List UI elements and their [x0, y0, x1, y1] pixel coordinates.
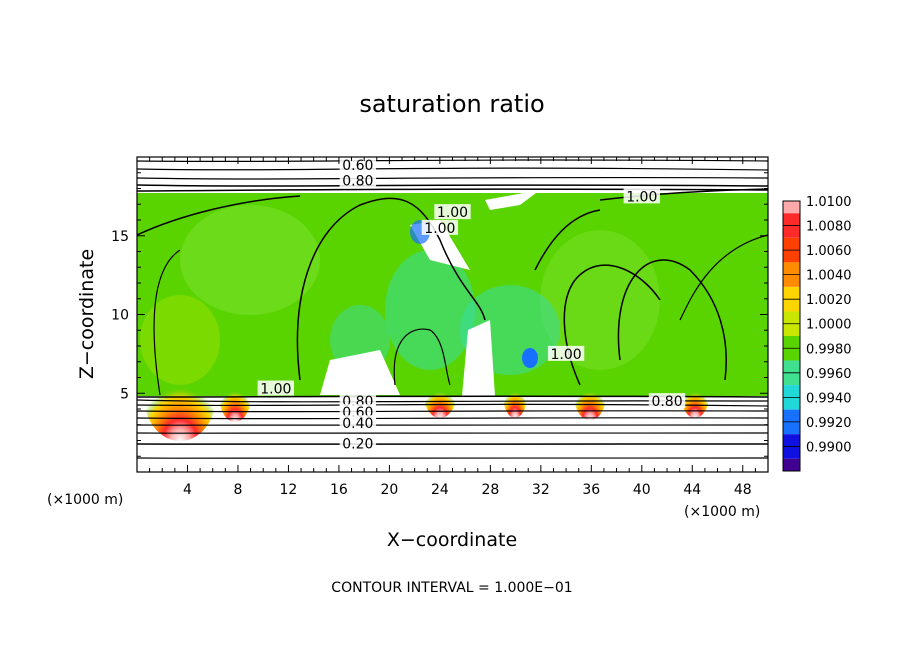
contour-label-bg — [434, 204, 471, 220]
plot-area: 0.600.801.001.001.001.001.000.800.600.40… — [137, 157, 768, 472]
contour-label-bg — [623, 188, 660, 204]
y-tick-label: 5 — [120, 386, 129, 402]
x-tick-label: 36 — [582, 482, 600, 498]
x-left-unit-label: (×1000 m) — [47, 492, 123, 508]
contour-label: 1.00 — [550, 347, 581, 363]
colorbar-label: 0.9900 — [806, 440, 852, 455]
x-tick-label: 40 — [633, 482, 651, 498]
colorbar-label: 1.0100 — [806, 195, 852, 210]
contour-label-bg — [339, 157, 377, 172]
contour-labels: 0.600.801.001.001.001.001.000.800.600.40… — [257, 157, 686, 453]
x-tick-label: 44 — [683, 482, 701, 498]
y-axis-label: Z−coordinate — [76, 249, 98, 379]
contour-label-bg — [257, 380, 295, 396]
colorbar-label: 1.0040 — [806, 269, 852, 284]
x-tick-label: 16 — [330, 482, 348, 498]
contour-label: 0.20 — [342, 437, 373, 453]
contour-label: 0.80 — [342, 174, 373, 190]
contour-label: 0.60 — [342, 158, 373, 174]
colorbar: 1.0100 1.0080 1.0060 1.0040 1.0020 1.0000 0.99… — [782, 195, 852, 472]
contour-label-bg — [421, 219, 459, 235]
x-tick-label: 4 — [183, 482, 192, 498]
x-tick-label: 20 — [380, 482, 398, 498]
chart-title: saturation ratio — [359, 90, 544, 118]
colorbar-label: 0.9920 — [806, 416, 852, 431]
x-tick-label: 32 — [532, 482, 550, 498]
x-axis: 4 8 12 16 20 24 28 32 36 40 44 48 — [149, 157, 756, 498]
field-patches — [140, 190, 660, 396]
colorbar-label: 1.0060 — [806, 244, 852, 259]
colorbar-label: 0.9980 — [806, 342, 852, 357]
contour-label: 1.00 — [260, 382, 291, 398]
colorbar-swatch — [783, 201, 800, 214]
contour-label-bg — [339, 415, 377, 431]
contour-label-bg — [339, 435, 377, 451]
contour-label-bg — [339, 172, 377, 188]
y-tick-label: 10 — [111, 308, 129, 324]
contour-label: 1.00 — [424, 221, 455, 237]
colorbar-label: 0.9940 — [806, 391, 852, 406]
x-axis-label: X−coordinate — [387, 529, 517, 551]
x-tick-label: 24 — [431, 482, 449, 498]
colorbar-label: 1.0000 — [806, 318, 852, 333]
x-tick-label: 12 — [280, 482, 298, 498]
x-tick-label: 8 — [233, 482, 242, 498]
contour-label-bg — [648, 393, 686, 409]
contour-label: 0.80 — [651, 394, 682, 410]
contour-label: 1.00 — [626, 189, 657, 205]
y-axis: 5 10 15 — [111, 172, 768, 457]
contour-label-bg — [547, 345, 585, 361]
colorbar-label: 1.0020 — [806, 293, 852, 308]
contour-label: 1.00 — [437, 205, 468, 221]
y-tick-label: 15 — [111, 229, 129, 245]
x-tick-label: 28 — [481, 482, 499, 498]
contour-label: 0.40 — [342, 416, 373, 432]
x-right-unit-label: (×1000 m) — [684, 504, 760, 520]
colorbar-swatch — [783, 458, 800, 471]
colorbar-label: 0.9960 — [806, 367, 852, 382]
contour-interval-note: CONTOUR INTERVAL = 1.000E−01 — [331, 580, 572, 596]
colorbar-label: 1.0080 — [806, 220, 852, 235]
x-tick-label: 48 — [734, 482, 752, 498]
